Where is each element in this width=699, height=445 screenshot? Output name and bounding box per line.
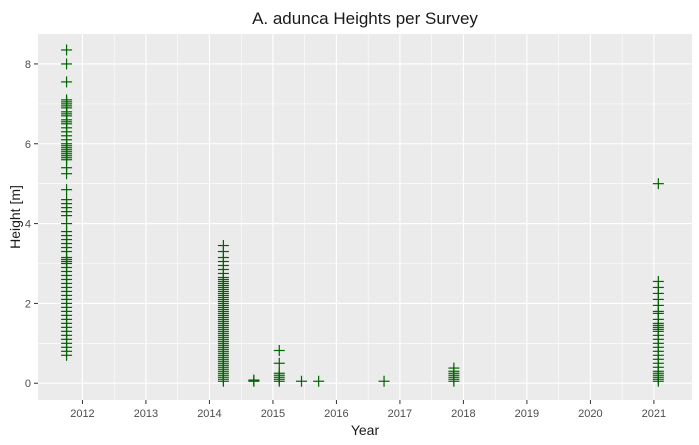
data-point <box>61 76 73 88</box>
data-point <box>61 184 73 196</box>
data-point <box>248 375 260 387</box>
data-point <box>273 375 285 387</box>
data-point <box>448 375 460 387</box>
data-point <box>313 375 325 387</box>
data-point <box>61 349 73 361</box>
y-tick-label: 2 <box>25 298 31 310</box>
data-point <box>61 44 73 56</box>
y-axis-title: Height [m] <box>7 185 23 249</box>
data-point <box>273 345 285 357</box>
x-tick-label: 2020 <box>578 408 602 420</box>
x-tick-label: 2012 <box>70 408 94 420</box>
data-points <box>61 44 664 387</box>
x-axis-ticks: 2012 2013 2014 2015 2016 2017 2018 2019 2020 2021 <box>70 400 666 420</box>
y-tick-label: 4 <box>25 219 31 231</box>
chart-title: A. adunca Heights per Survey <box>252 9 478 28</box>
data-point <box>273 357 285 369</box>
x-tick-label: 2021 <box>642 408 666 420</box>
x-axis-title: Year <box>351 422 380 438</box>
data-point <box>652 178 664 190</box>
y-axis-ticks: 0 2 4 6 8 <box>25 59 38 390</box>
data-point <box>296 375 308 387</box>
y-tick-label: 0 <box>25 378 31 390</box>
data-point <box>378 375 390 387</box>
x-tick-label: 2017 <box>388 408 412 420</box>
x-tick-label: 2013 <box>134 408 158 420</box>
data-point <box>61 58 73 70</box>
data-point <box>61 168 73 180</box>
y-tick-label: 8 <box>25 59 31 71</box>
plot-panel <box>38 34 692 400</box>
y-tick-label: 6 <box>25 139 31 151</box>
x-tick-label: 2014 <box>197 408 221 420</box>
data-point <box>652 375 664 387</box>
x-tick-label: 2019 <box>515 408 539 420</box>
x-tick-label: 2015 <box>261 408 285 420</box>
data-point <box>217 375 229 387</box>
x-tick-label: 2018 <box>451 408 475 420</box>
x-tick-label: 2016 <box>324 408 348 420</box>
